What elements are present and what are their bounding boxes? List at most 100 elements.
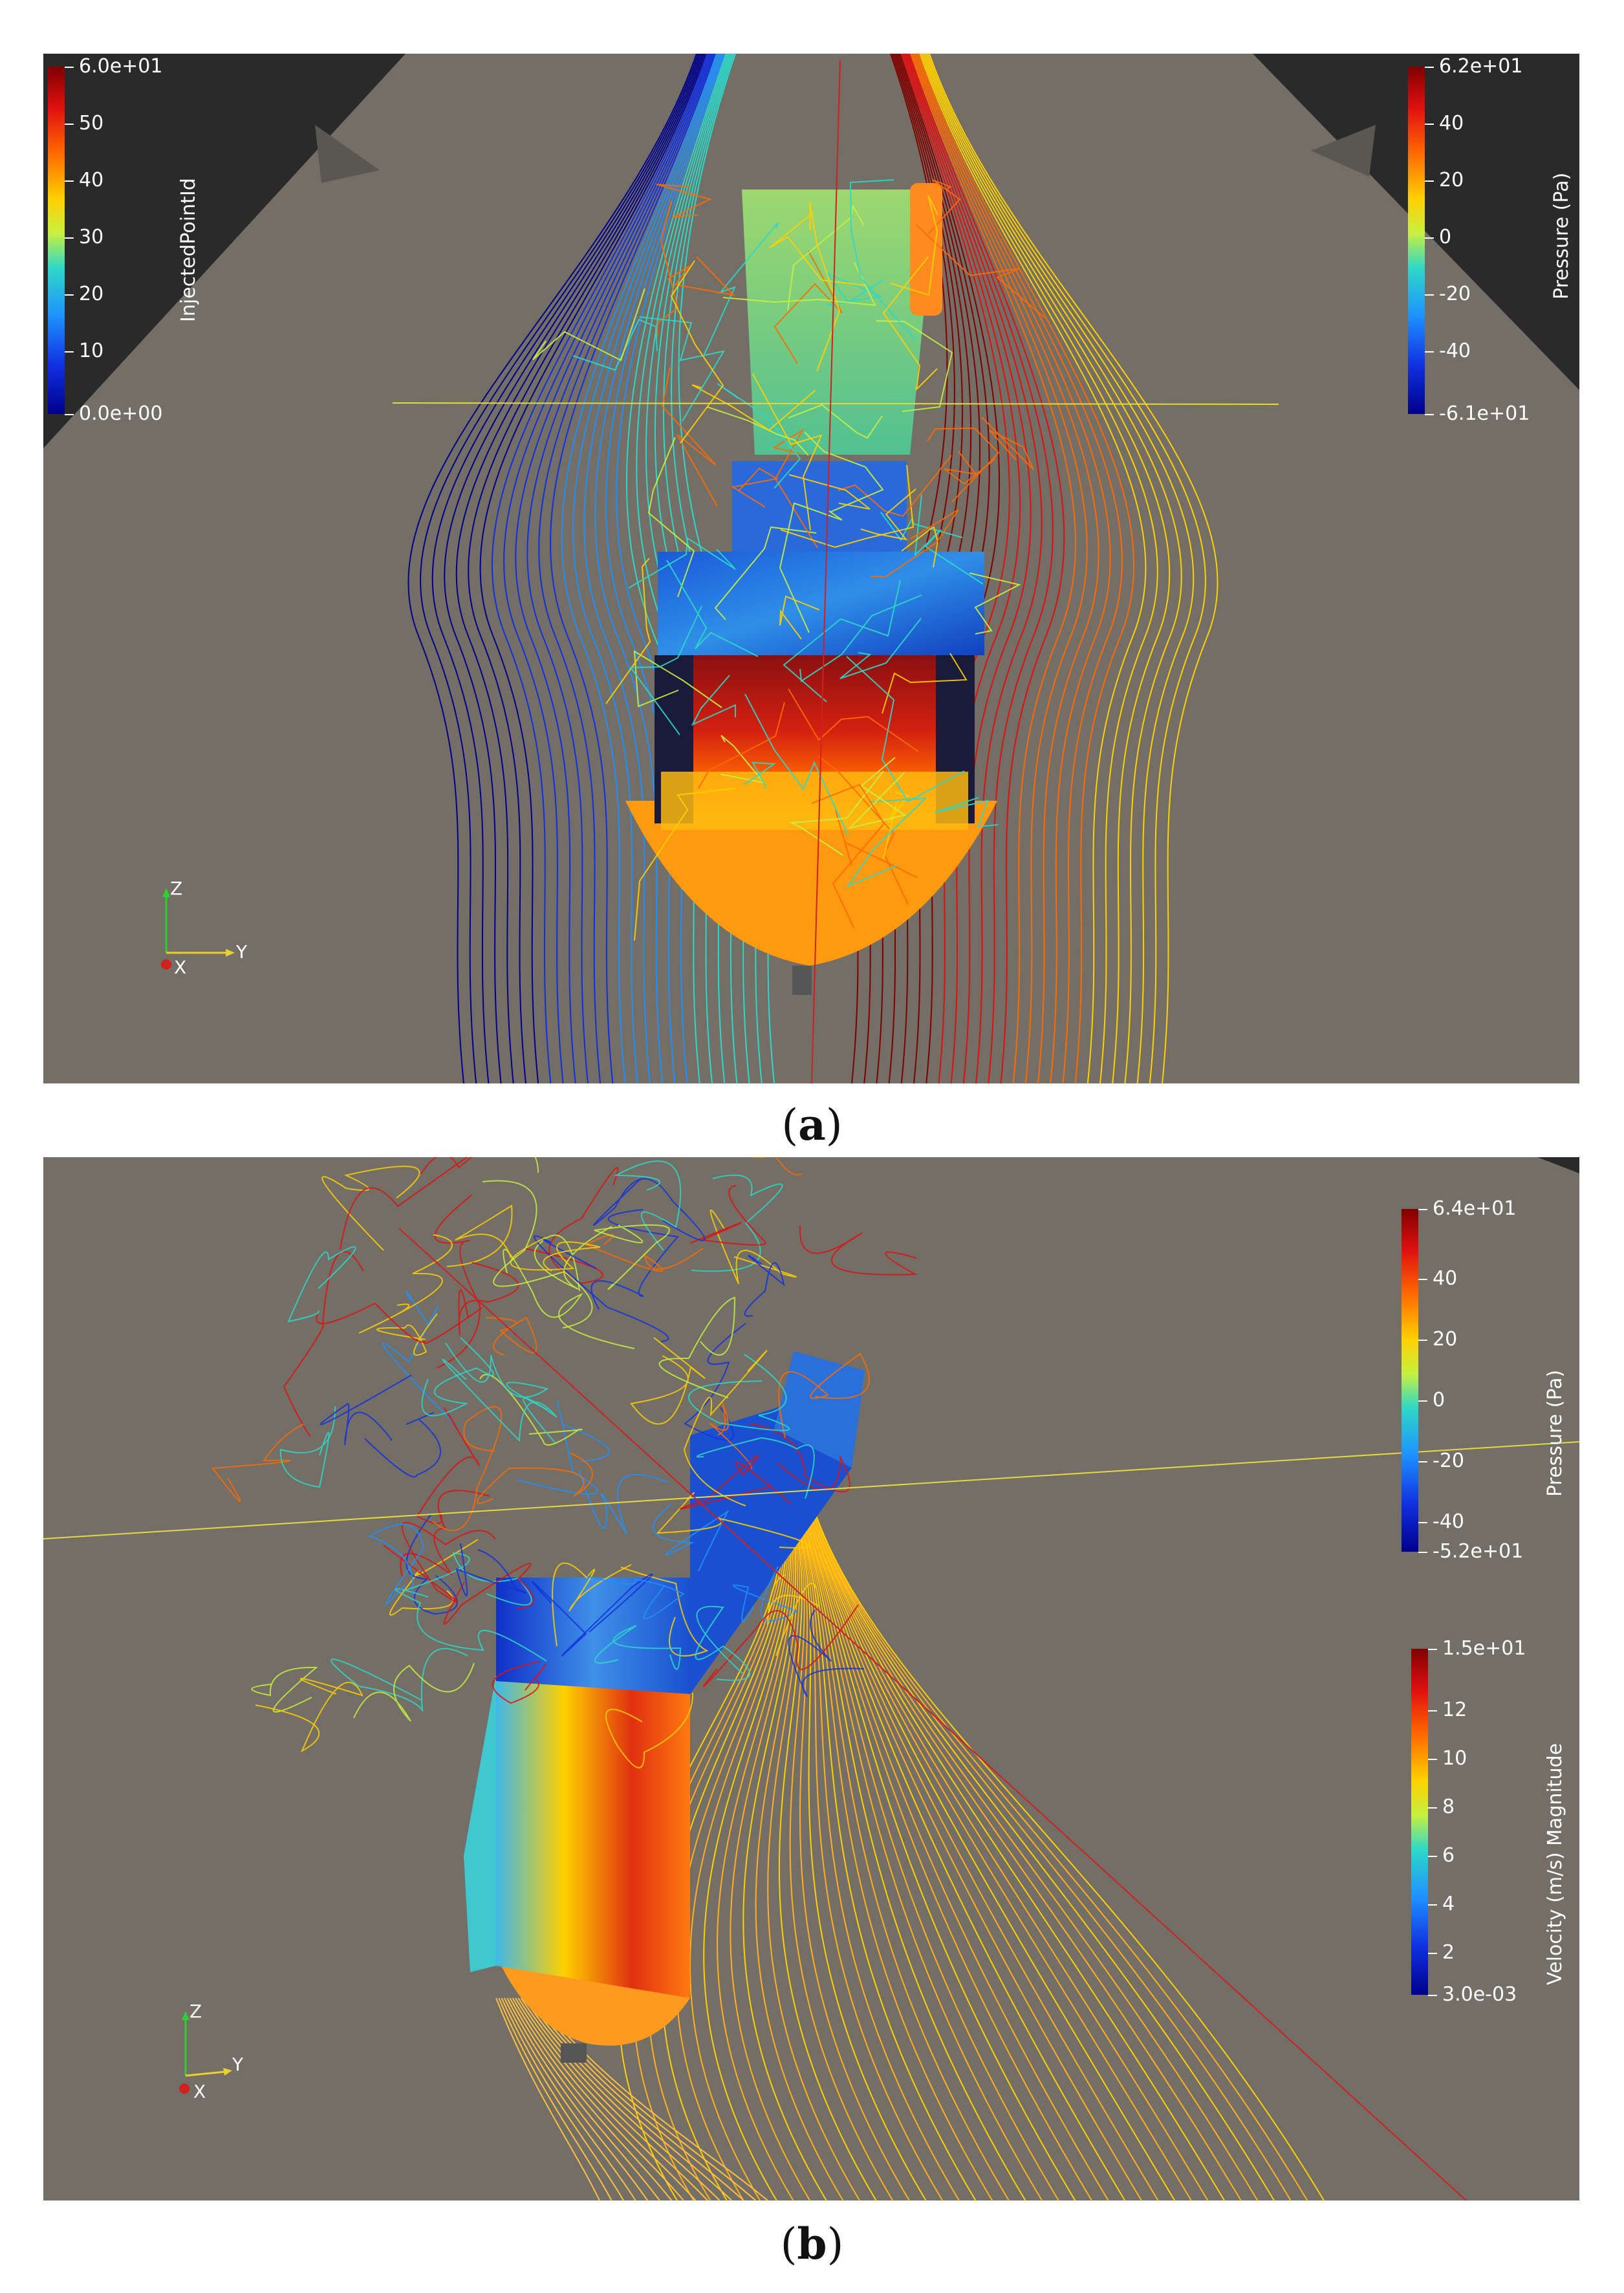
streamline	[531, 1997, 757, 2201]
colorbar-tick: 40	[79, 169, 104, 191]
colorbar-tick: 10	[79, 340, 104, 362]
streamline	[434, 1194, 481, 1369]
streamline	[517, 1400, 610, 1495]
axis-label-y: Y	[236, 941, 248, 962]
orientation-triad-a: Z Y X	[153, 869, 270, 985]
streamline	[358, 1234, 453, 1334]
streamline	[679, 1455, 792, 1510]
hull-side-b	[496, 1675, 690, 1998]
streamline	[404, 1552, 532, 1606]
streamline	[320, 1375, 412, 1446]
streamline	[913, 54, 1099, 1083]
streamline	[515, 1997, 684, 2201]
streamline	[915, 224, 1045, 318]
streamline	[910, 54, 1076, 1083]
streamline	[432, 1406, 503, 1532]
streamline	[653, 1503, 730, 1572]
colorbar-tick: 6.4e+01	[1433, 1197, 1517, 1220]
colorbar-tick: 6.0e+01	[79, 55, 163, 78]
streamline	[882, 653, 968, 714]
streamline	[492, 54, 708, 1083]
streamline	[806, 1502, 1226, 2201]
streamline	[458, 1262, 519, 1336]
streamline	[587, 1576, 685, 1620]
streamline	[584, 1233, 704, 1272]
streamline	[614, 1160, 682, 1251]
streamline	[503, 54, 710, 1083]
colorbar-tick: 40	[1433, 1267, 1458, 1290]
streamline	[667, 256, 735, 296]
viewport-a[interactable]: 6.0e+01 50 40 30 20 10 0.0e+00 InjectedP…	[43, 54, 1579, 1083]
streamline	[443, 1563, 534, 1625]
streamline	[772, 428, 818, 549]
streamline	[900, 54, 1010, 1083]
streamline	[904, 54, 1032, 1083]
streamline	[793, 1494, 1010, 2201]
streamline	[788, 474, 871, 510]
streamline	[476, 1452, 594, 1505]
caption-letter: b	[797, 2219, 827, 2269]
streamline	[498, 1997, 612, 2201]
colorbar-pressure-a: 6.2e+01 40 20 0 -20 -40 -6.1e+01 Pressur…	[1408, 55, 1576, 425]
streamline	[455, 54, 704, 1083]
streamline	[809, 201, 841, 372]
streamline	[801, 1499, 1142, 2201]
streamline	[479, 54, 707, 1083]
colorbar-tick: 20	[1439, 169, 1464, 191]
streamline	[799, 1225, 918, 1276]
streamline	[835, 810, 918, 878]
axis-label-z: Z	[189, 2001, 202, 2022]
colorbar-tick: 40	[1439, 112, 1464, 135]
streamline	[846, 656, 965, 803]
colorbar-gradient	[1402, 1209, 1418, 1552]
streamline	[926, 54, 1195, 1083]
streamline	[656, 184, 712, 218]
axis-label-x: X	[174, 957, 187, 978]
colorbar-title: Velocity (m/s) Magnitude	[1544, 1743, 1566, 1985]
streamline	[928, 179, 961, 234]
streamline	[802, 1499, 1159, 2201]
streamline	[882, 256, 938, 391]
streamline	[382, 1290, 459, 1428]
streamline	[779, 595, 820, 640]
streamline	[572, 54, 719, 1083]
streamline	[934, 797, 999, 828]
streamline	[688, 1354, 790, 1431]
colorbar-tick: 2	[1442, 1941, 1455, 1964]
streamline	[420, 54, 699, 1083]
streamline	[890, 195, 938, 296]
streamline	[799, 1497, 1109, 2201]
axes-triad-icon	[161, 888, 235, 970]
streamline	[689, 1185, 766, 1246]
wake-streamlines-b	[211, 1157, 918, 1768]
streamline	[722, 262, 876, 307]
colorbar-pressure-b: 6.4e+01 40 20 0 -20 -40 -5.2e+01 Pressur…	[1402, 1197, 1570, 1563]
streamline	[330, 1647, 468, 1713]
streamline	[916, 54, 1123, 1083]
streamline	[670, 260, 724, 444]
streamline	[695, 1605, 751, 1681]
streamline	[625, 54, 727, 1083]
streamline	[907, 54, 1054, 1083]
streamline	[666, 560, 759, 657]
streamline	[751, 1157, 803, 1176]
streamline	[279, 1406, 336, 1488]
streamline	[927, 427, 1000, 503]
streamline	[981, 417, 1034, 470]
colorbar-tick: 30	[79, 226, 104, 248]
streamline	[788, 404, 883, 439]
streamline	[532, 288, 645, 362]
streamline	[421, 1337, 495, 1417]
colorbar-tick: 20	[1433, 1328, 1458, 1351]
streamline	[593, 1178, 706, 1241]
streamline	[211, 1424, 304, 1503]
streamline	[791, 1492, 977, 2201]
streamline	[804, 1501, 1192, 2201]
streamline	[838, 455, 952, 517]
streamline	[526, 54, 713, 1083]
streamline	[495, 1997, 600, 2201]
colorbar-tick: -40	[1433, 1510, 1464, 1533]
colorbar-gradient	[48, 67, 65, 414]
streamline	[876, 320, 953, 412]
viewport-b[interactable]: 6.4e+01 40 20 0 -20 -40 -5.2e+01 Pressur…	[43, 1157, 1579, 2201]
